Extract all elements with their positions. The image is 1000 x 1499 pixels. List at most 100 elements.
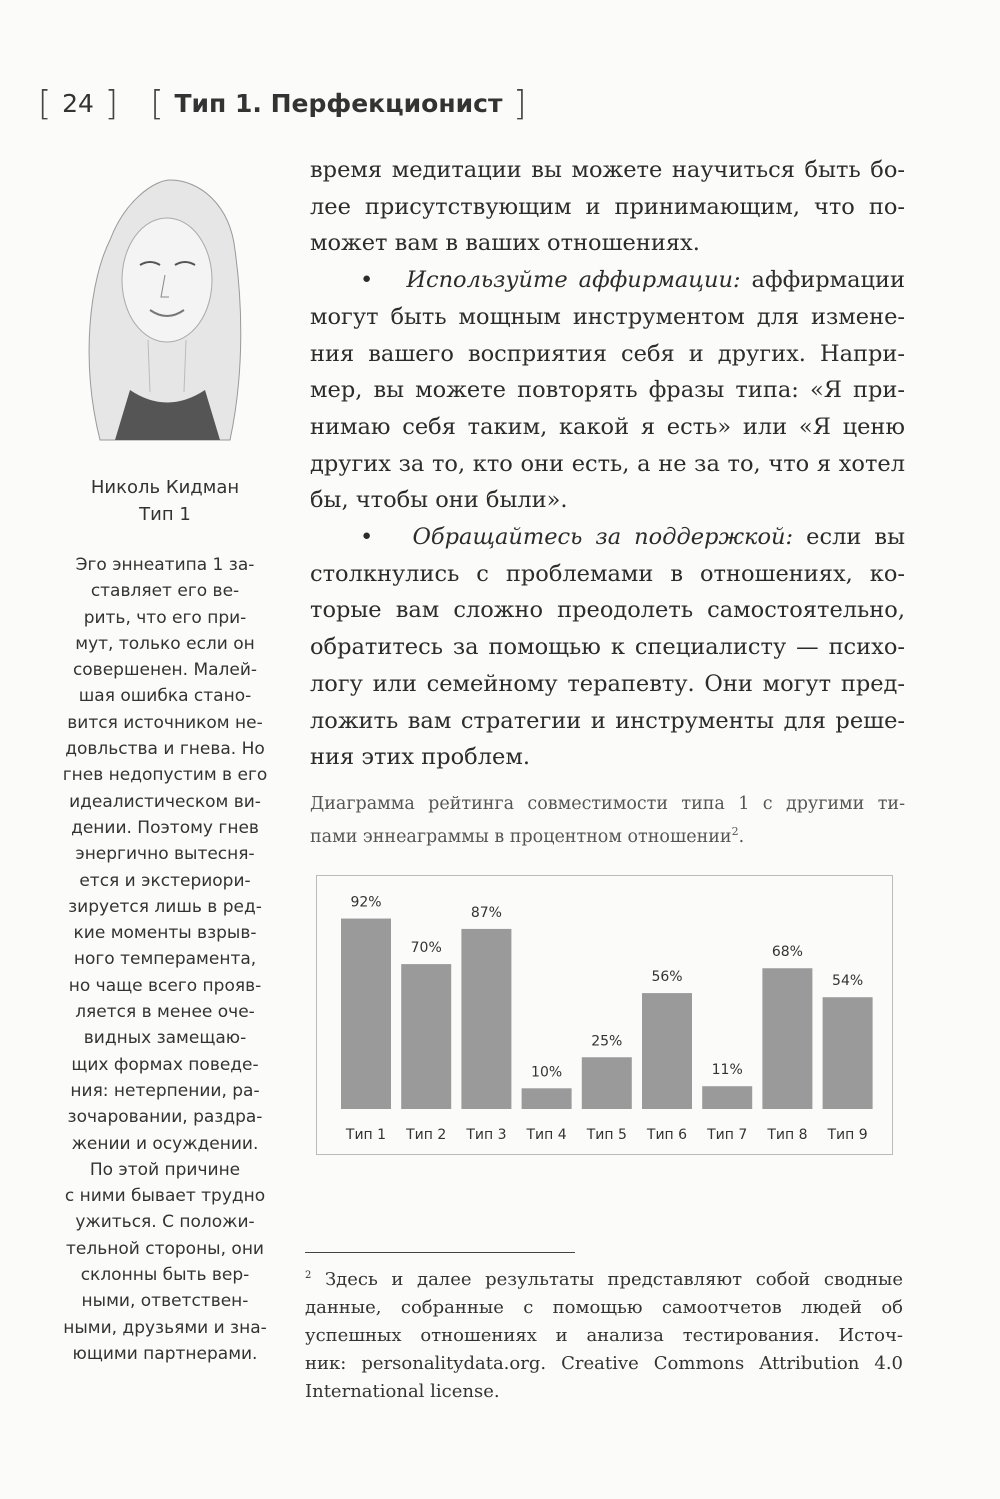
line-text: логу или семейному терапевту. Они могут …	[310, 670, 905, 697]
category-label: Тип 4	[526, 1127, 567, 1143]
sidebar-line: ющими партнерами.	[72, 1343, 258, 1364]
sidebar-line: гнев недопустим в его	[62, 765, 268, 786]
portrait-illustration	[88, 179, 242, 441]
line-text: ния вашего восприятия себя и других. Нап…	[310, 340, 905, 367]
chart-caption-line: Диаграмма рейтинга совместимости типа 1 …	[310, 790, 905, 818]
sidebar-line: зочаровании, раздра-	[67, 1107, 263, 1128]
sidebar-line: зируется лишь в ред-	[68, 896, 262, 917]
data-label: 92%	[350, 895, 381, 911]
data-label: 87%	[471, 905, 502, 921]
sidebar-line: тельной стороны, они	[66, 1238, 264, 1259]
footnote-line: данные, собранные с помощью самоотчетов …	[305, 1294, 903, 1322]
sidebar-line: идеалистическом ви-	[69, 791, 261, 812]
bar-8	[762, 968, 813, 1109]
paragraph-line: ния этих проблем.	[310, 739, 905, 776]
line-text: бы, чтобы они были».	[310, 487, 568, 514]
line-text: других за то, кто они есть, а не за то, …	[310, 450, 905, 477]
sidebar-line: ными, ответствен-	[81, 1291, 249, 1312]
sidebar-line: ными, друзьями и зна-	[63, 1317, 267, 1338]
portrait-name: Николь Кидман	[90, 477, 240, 498]
bullet-lead: Обращайтесь за поддержкой:	[412, 524, 794, 551]
data-label: 68%	[772, 944, 803, 960]
line-text: может вам в ваших отношениях.	[310, 230, 700, 257]
bullet-icon: •	[360, 267, 407, 294]
category-label: Тип 2	[405, 1127, 446, 1143]
bar-2	[401, 964, 452, 1109]
data-label: 11%	[712, 1062, 743, 1078]
sidebar-line: жении и осуждении.	[71, 1133, 259, 1154]
sidebar-line: шая ошибка стано-	[78, 686, 252, 707]
sidebar-line: энергично вытесня-	[75, 844, 255, 865]
line-text: ния этих проблем.	[310, 744, 530, 771]
bar-6	[642, 993, 692, 1109]
chart-caption: Диаграмма рейтинга совместимости типа 1 …	[310, 790, 905, 851]
category-label: Тип 9	[827, 1127, 868, 1143]
sidebar-line: склонны быть вер-	[80, 1265, 250, 1286]
sidebar-line: ного темперамента,	[73, 949, 257, 970]
paragraph-line: может вам в ваших отношениях.	[310, 225, 905, 262]
paragraph-line: ложить вам стратегии и инструменты для р…	[310, 703, 905, 740]
category-label: Тип 1	[345, 1127, 386, 1143]
footnote-text: данные, собранные с помощью самоотчетов …	[305, 1297, 903, 1318]
footnote-line: 2 Здесь и далее результаты представляют …	[305, 1262, 903, 1294]
footnote-divider	[305, 1252, 575, 1253]
bar-5	[581, 1057, 632, 1109]
sidebar-line: ется и экстериори-	[79, 870, 251, 891]
paragraph-line: время медитации вы можете научиться быть…	[310, 152, 905, 189]
line-text: лее присутствующим и принимающим, что по…	[310, 193, 905, 220]
chapter-title: Тип 1. Перфекционист	[174, 89, 503, 118]
sidebar-line: вится источником не-	[67, 712, 263, 733]
data-label: 10%	[531, 1064, 562, 1080]
line-text: нимаю себя таким, какой я есть» или «Я ц…	[310, 413, 905, 440]
line-text: могут быть мощным инструментом для измен…	[310, 303, 905, 330]
chart-caption-line: пами эннеаграммы в процентном отношении2…	[310, 825, 745, 847]
sidebar-line: с ними бывает трудно	[64, 1186, 266, 1207]
category-label: Тип 5	[586, 1127, 627, 1143]
page-number: 24	[62, 89, 94, 118]
running-header: [ 24 ] [ Тип 1. Перфекционист ]	[38, 84, 527, 124]
sidebar-line: но чаще всего прояв-	[68, 975, 262, 996]
sidebar-line: видных замещаю-	[83, 1028, 247, 1049]
sidebar-line: довльства и гнева. Но	[65, 739, 265, 760]
footnote-line: International license.	[305, 1378, 903, 1406]
bullet-lead: Используйте аффирмации:	[406, 267, 741, 294]
line-text: столкнулись с проблемами в отношениях, к…	[310, 560, 905, 587]
paragraph-line: ния вашего восприятия себя и других. Нап…	[310, 336, 905, 373]
data-label: 54%	[832, 973, 863, 989]
footnote-line: успешных отношениях и анализа тестирован…	[305, 1322, 903, 1350]
sidebar-line: щих формах поведе-	[71, 1054, 259, 1075]
paragraph-line: обратитесь за помощью к специалисту — пс…	[310, 629, 905, 666]
line-text: аффирмации	[740, 267, 905, 294]
sidebar-line: кие моменты взрыв-	[73, 923, 257, 944]
line-text: мер, вы можете повторять фразы типа: «Я …	[310, 377, 905, 404]
sidebar-line: мут, только если он	[75, 633, 255, 654]
paragraph-line: торые вам сложно преодолеть самостоятель…	[310, 592, 905, 629]
category-label: Тип 3	[465, 1127, 506, 1143]
footnote-text: ник: personalitydata.org. Creative Commo…	[305, 1353, 903, 1374]
line-text: если вы	[793, 524, 905, 551]
bar-4	[521, 1088, 572, 1109]
paragraph-line: логу или семейному терапевту. Они могут …	[310, 666, 905, 703]
data-label: 56%	[651, 969, 682, 985]
sidebar-line: дении. Поэтому гнев	[71, 817, 259, 838]
line-text: ложить вам стратегии и инструменты для р…	[310, 707, 905, 734]
footnote-text: успешных отношениях и анализа тестирован…	[305, 1325, 903, 1346]
portrait-caption: Николь Кидман Тип 1	[40, 474, 290, 528]
paragraph-line: • Обращайтесь за поддержкой: если вы	[310, 519, 905, 556]
sidebar-text: Эго эннеатипа 1 за-ставляет его ве-рить,…	[40, 552, 290, 1367]
bar-1	[341, 918, 391, 1109]
sidebar-line: ляется в менее оче-	[75, 1002, 255, 1023]
sidebar-line: Эго эннеатипа 1 за-	[75, 555, 255, 575]
paragraph-line: других за то, кто они есть, а не за то, …	[310, 446, 905, 483]
chart-svg: 92% Тип 1 70% Тип 2 87% Тип 3 10% Тип 4 25% Тип 5…	[341, 895, 873, 1143]
sidebar-line: ужиться. С положи-	[75, 1212, 255, 1233]
footnote-line: ник: personalitydata.org. Creative Commo…	[305, 1350, 903, 1378]
footnote-text: Здесь и далее результаты представляют со…	[311, 1269, 903, 1290]
sidebar-line: По этой причине	[89, 1159, 241, 1180]
compatibility-chart: 92% Тип 1 70% Тип 2 87% Тип 3 10% Тип 4 25% Тип 5…	[316, 875, 893, 1155]
footnote-text: International license.	[305, 1381, 500, 1402]
paragraph-line: столкнулись с проблемами в отношениях, к…	[310, 556, 905, 593]
line-text: время медитации вы можете научиться быть…	[310, 157, 905, 183]
data-label: 25%	[591, 1033, 622, 1049]
category-label: Тип 8	[766, 1127, 807, 1143]
